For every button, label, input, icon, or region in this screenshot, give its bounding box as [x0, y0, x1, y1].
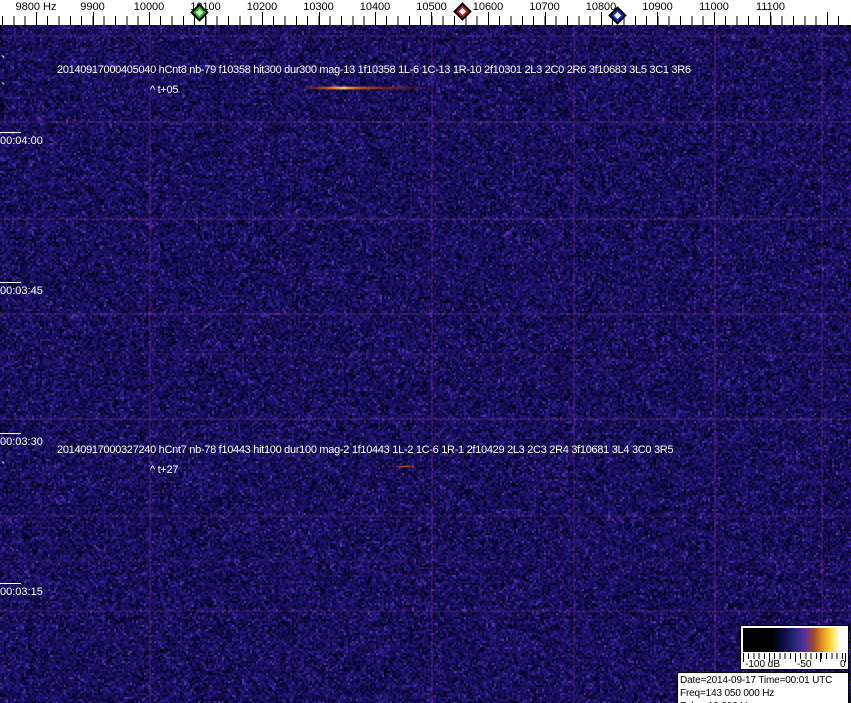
freq-axis-major-tick	[545, 12, 546, 25]
time-axis-label: 00:03:30	[0, 432, 43, 448]
event-edge-mark: `	[1, 459, 6, 474]
freq-axis-major-tick	[714, 12, 715, 25]
freq-axis-major-tick	[205, 12, 206, 25]
spectrogram-noise-canvas	[0, 25, 851, 703]
freq-axis-major-tick	[319, 12, 320, 25]
info-line-date: Date=2014-09-17 Time=00:01 UTC	[680, 675, 833, 686]
colorbar-label-mid: -50	[797, 659, 812, 670]
colorbar-label-max: 0	[840, 659, 846, 670]
time-tick-line	[0, 432, 21, 434]
freq-axis-major-tick	[375, 12, 376, 25]
colorbar-major-tick	[743, 653, 744, 662]
freq-axis-label: 10600	[472, 1, 504, 13]
colorbar-gradient	[743, 628, 846, 652]
time-axis-label: 00:03:45	[0, 282, 43, 297]
freq-axis-major-tick	[770, 12, 771, 25]
event-annotation: 20140917000327240 hCnt7 nb-78 f10443 hit…	[57, 444, 674, 456]
freq-axis-label: 11100	[756, 1, 785, 13]
freq-axis-label: 10200	[246, 1, 278, 13]
time-tick-line	[0, 582, 21, 584]
freq-axis-major-tick	[149, 12, 150, 25]
time-tick-line	[0, 282, 21, 284]
time-tick-line	[0, 132, 21, 133]
frequency-axis-minor-ticks	[2, 16, 849, 25]
colorbar-major-tick	[845, 653, 846, 662]
freq-axis-major-tick	[827, 12, 828, 25]
freq-axis-major-tick	[36, 12, 37, 25]
freq-axis-label: 9900	[80, 1, 105, 13]
red-diamond-marker-core	[458, 7, 466, 16]
time-label-text: 00:04:00	[0, 135, 43, 147]
info-line-freq: Freq=143 050 000 Hz	[680, 688, 775, 699]
freq-axis-label: 11000	[699, 1, 729, 13]
time-axis-label: 00:03:15	[0, 582, 43, 598]
colorbar-major-tick	[795, 653, 796, 662]
time-axis-label: 00:04:00	[0, 132, 43, 147]
event-annotation: 20140917000405040 hCnt8 nb-79 f10358 hit…	[57, 64, 691, 76]
freq-axis-major-tick	[488, 12, 489, 25]
freq-axis-label: 10400	[359, 1, 391, 13]
freq-axis-label: 9800 Hz	[15, 1, 57, 13]
frequency-axis: 9800 Hz 9900 10000 10100 10200 10300 10400 1050…	[0, 0, 851, 25]
freq-axis-label: 10500	[416, 1, 447, 13]
freq-axis-major-tick	[262, 12, 263, 25]
freq-axis-label: 10800	[585, 1, 617, 13]
spectrogram-waterfall: -100 dB -50 0 Date=2014-09-17 Time=00:01…	[0, 25, 851, 703]
blue-diamond-marker-core	[613, 11, 621, 20]
event-edge-mark: `	[1, 80, 6, 95]
info-line-echo: Echo=10 600 Hz	[680, 700, 846, 703]
freq-axis-label: 10000	[133, 1, 165, 13]
info-box: Date=2014-09-17 Time=00:01 UTC Freq=143 …	[677, 672, 849, 703]
green-diamond-marker-core	[195, 8, 203, 17]
freq-axis-major-tick	[601, 12, 602, 25]
time-label-text: 00:03:45	[0, 285, 43, 298]
freq-axis-major-tick	[657, 12, 658, 25]
freq-axis-label: 10700	[529, 1, 560, 13]
event-time-offset: ^ t+05	[150, 84, 179, 96]
freq-axis-major-tick	[431, 12, 432, 25]
colorbar-label-min: -100 dB	[745, 659, 781, 670]
freq-axis-label: 10900	[642, 1, 673, 13]
colorbar-major-tick	[769, 653, 770, 662]
event-edge-mark: `	[1, 53, 6, 68]
time-label-text: 00:03:15	[0, 585, 43, 598]
event-time-offset: ^ t+27	[150, 464, 179, 476]
freq-axis-label: 10300	[303, 1, 334, 13]
time-label-text: 00:03:30	[0, 435, 43, 448]
colorbar-major-tick	[820, 653, 821, 662]
colorbar: -100 dB -50 0	[740, 625, 849, 670]
freq-axis-major-tick	[93, 12, 94, 25]
